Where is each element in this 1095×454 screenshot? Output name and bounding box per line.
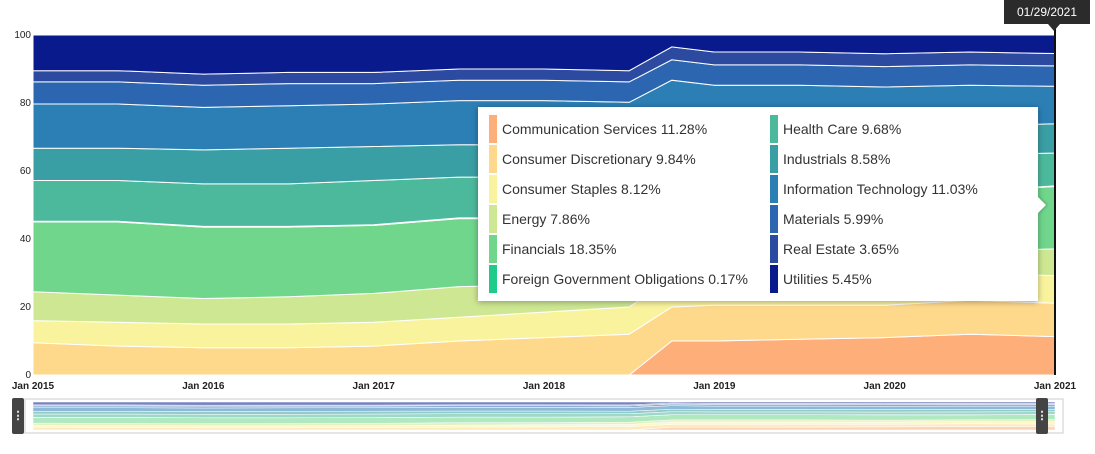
x-tick-label: Jan 2019 xyxy=(693,381,736,392)
tooltip-label: Consumer Staples 8.12% xyxy=(502,181,661,197)
legend-swatch xyxy=(489,265,497,293)
tooltip-label: Utilities 5.45% xyxy=(783,271,872,287)
tooltip-label: Information Technology 11.03% xyxy=(783,181,978,197)
legend-swatch xyxy=(489,205,497,233)
date-badge-pointer xyxy=(1048,24,1060,31)
tooltip-label: Energy 7.86% xyxy=(502,211,590,227)
tooltip-label: Consumer Discretionary 9.84% xyxy=(502,151,696,167)
navigator-frame xyxy=(24,398,1064,434)
legend-swatch xyxy=(489,175,497,203)
date-badge: 01/29/2021 xyxy=(1004,0,1090,24)
x-tick-label: Jan 2016 xyxy=(182,381,225,392)
x-tick-label: Jan 2021 xyxy=(1034,381,1077,392)
x-tick-label: Jan 2020 xyxy=(864,381,907,392)
y-tick-label: 60 xyxy=(20,166,32,177)
tooltip-label: Materials 5.99% xyxy=(783,211,884,227)
legend-swatch xyxy=(770,145,778,173)
navigator-area-series xyxy=(32,401,1056,406)
legend-swatch xyxy=(770,235,778,263)
legend-swatch xyxy=(770,175,778,203)
tooltip-label: Financials 18.35% xyxy=(502,241,617,257)
y-tick-label: 20 xyxy=(20,302,32,313)
y-tick-label: 80 xyxy=(20,98,32,109)
y-tick-label: 0 xyxy=(25,370,31,381)
tooltip-label: Foreign Government Obligations 0.17% xyxy=(502,271,748,287)
x-tick-label: Jan 2015 xyxy=(12,381,55,392)
navigator-right-handle[interactable]: ⋮ xyxy=(1036,398,1048,434)
x-tick-label: Jan 2017 xyxy=(353,381,396,392)
legend-swatch xyxy=(489,145,497,173)
tooltip: Communication Services 11.28% Consumer D… xyxy=(478,107,1038,301)
x-tick-label: Jan 2018 xyxy=(523,381,566,392)
tooltip-label: Industrials 8.58% xyxy=(783,151,891,167)
tooltip-label: Communication Services 11.28% xyxy=(502,121,708,137)
y-tick-label: 40 xyxy=(20,234,32,245)
navigator-series-group xyxy=(32,401,1056,431)
navigator-left-handle[interactable]: ⋮ xyxy=(12,398,24,434)
legend-swatch xyxy=(770,265,778,293)
legend-swatch xyxy=(770,115,778,143)
axes-group: 0 20 40 60 80 100 Jan 2015 Jan 2016 Jan 2017 Jan … xyxy=(12,28,1077,434)
y-tick-label: 100 xyxy=(14,30,31,41)
legend-swatch xyxy=(489,115,497,143)
tooltip-pointer xyxy=(1037,196,1046,214)
tooltip-label: Real Estate 3.65% xyxy=(783,241,899,257)
legend-swatch xyxy=(489,235,497,263)
legend-swatch xyxy=(770,205,778,233)
tooltip-label: Health Care 9.68% xyxy=(783,121,902,137)
